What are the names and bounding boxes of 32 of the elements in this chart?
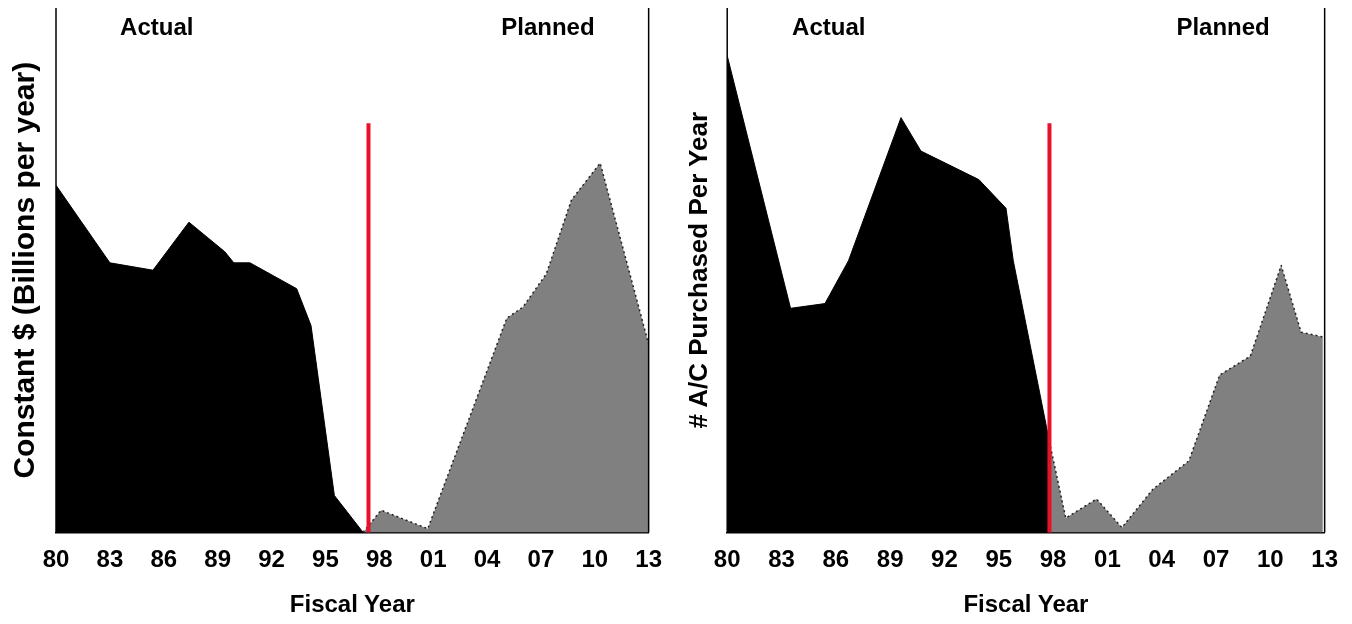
x-tick-label: 01 xyxy=(419,545,447,573)
x-tick-label: 07 xyxy=(527,545,555,573)
x-tick-label: 04 xyxy=(1148,545,1176,573)
y-axis-title: Constant $ (Billions per year) xyxy=(7,61,41,479)
x-axis-title: Fiscal Year xyxy=(963,590,1089,618)
x-tick-label: 89 xyxy=(876,545,904,573)
y-axis-title: # A/C Purchased Per Year xyxy=(682,111,713,429)
x-tick-label: 80 xyxy=(42,545,70,573)
x-tick-label: 98 xyxy=(1039,545,1067,573)
text: Actual xyxy=(792,12,866,40)
x-tick-label: 89 xyxy=(204,545,231,573)
x-tick-label: 83 xyxy=(768,545,795,573)
x-tick-label: 13 xyxy=(635,545,662,573)
text: Planned xyxy=(1176,12,1270,40)
x-tick-label: 07 xyxy=(1202,545,1230,573)
x-axis-title: Fiscal Year xyxy=(289,590,415,618)
x-tick-label: 86 xyxy=(822,545,850,573)
x-tick-label: 80 xyxy=(713,545,741,573)
x-tick-label: 86 xyxy=(150,545,178,573)
x-tick-label: 95 xyxy=(312,545,339,573)
x-tick-label: 83 xyxy=(96,545,124,573)
x-tick-label: 95 xyxy=(985,545,1013,573)
x-tick-label: 10 xyxy=(1256,545,1284,573)
text: Actual xyxy=(120,12,194,40)
x-tick-label: 13 xyxy=(1311,545,1338,573)
text: Planned xyxy=(501,12,595,40)
x-tick-label: 01 xyxy=(1094,545,1121,573)
x-tick-label: 92 xyxy=(258,545,285,573)
x-tick-label: 98 xyxy=(365,545,393,573)
x-tick-label: 04 xyxy=(473,545,502,573)
x-tick-label: 92 xyxy=(931,545,958,573)
x-tick-label: 10 xyxy=(581,545,609,573)
